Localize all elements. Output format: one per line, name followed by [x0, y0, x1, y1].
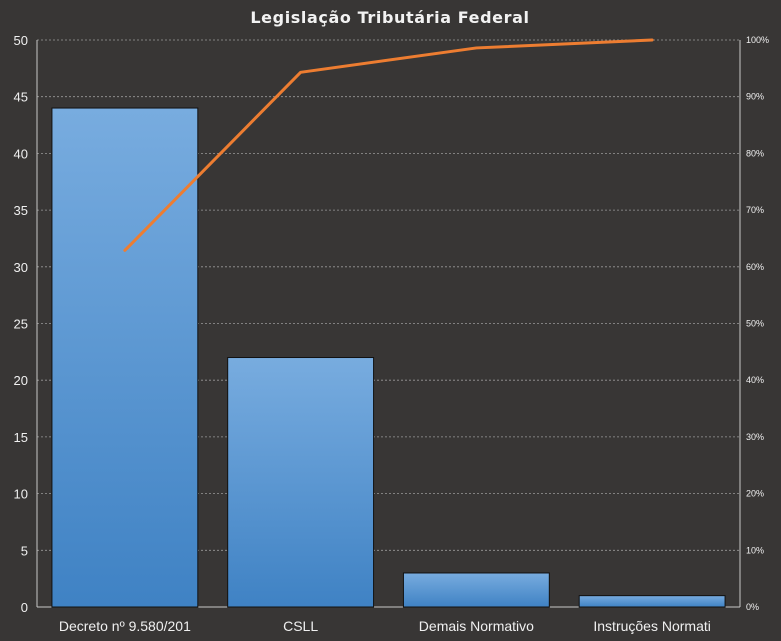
y-right-tick-label: 40% — [746, 375, 764, 385]
y-right-tick-label: 20% — [746, 489, 764, 499]
y-left-tick-label: 5 — [21, 543, 28, 558]
y-left-tick-label: 35 — [14, 203, 28, 218]
y-left-tick-label: 25 — [14, 317, 28, 332]
y-left-tick-label: 20 — [14, 373, 28, 388]
y-right-tick-label: 50% — [746, 319, 764, 329]
x-tick-label: Instruções Normati — [593, 618, 710, 634]
cumulative-line-series — [123, 38, 654, 252]
y-right-tick-label: 10% — [746, 545, 764, 555]
y-left-tick-label: 0 — [21, 600, 28, 615]
y-left-tick-label: 45 — [14, 90, 28, 105]
y-right-tick-label: 90% — [746, 92, 764, 102]
y-left-tick-label: 15 — [14, 430, 28, 445]
y-right-tick-label: 0% — [746, 602, 759, 612]
y-right-tick-label: 70% — [746, 205, 764, 215]
y-left-tick-label: 10 — [14, 487, 28, 502]
y-left-tick-label: 50 — [14, 33, 28, 48]
x-tick-label: CSLL — [283, 618, 318, 634]
bar — [227, 357, 375, 608]
bar-series — [51, 107, 726, 608]
chart-title: Legislação Tributária Federal — [250, 8, 529, 27]
cumulative-line — [123, 38, 654, 252]
y-left-tick-label: 30 — [14, 260, 28, 275]
bar — [402, 572, 550, 608]
y-right-tick-label: 80% — [746, 148, 764, 158]
bar — [578, 595, 726, 608]
y-left-tick-label: 40 — [14, 146, 28, 161]
y-right-tick-label: 100% — [746, 35, 769, 45]
x-tick-label: Decreto nº 9.580/201 — [59, 618, 191, 634]
x-tick-label: Demais Normativo — [419, 618, 534, 634]
tick-labels: 0 5 10 15 20 25 30 35 40 45 50 0% 10% 20% 30% 40% 50% 60%… — [14, 33, 770, 634]
bar — [51, 107, 199, 608]
y-right-tick-label: 60% — [746, 262, 764, 272]
y-right-tick-label: 30% — [746, 432, 764, 442]
